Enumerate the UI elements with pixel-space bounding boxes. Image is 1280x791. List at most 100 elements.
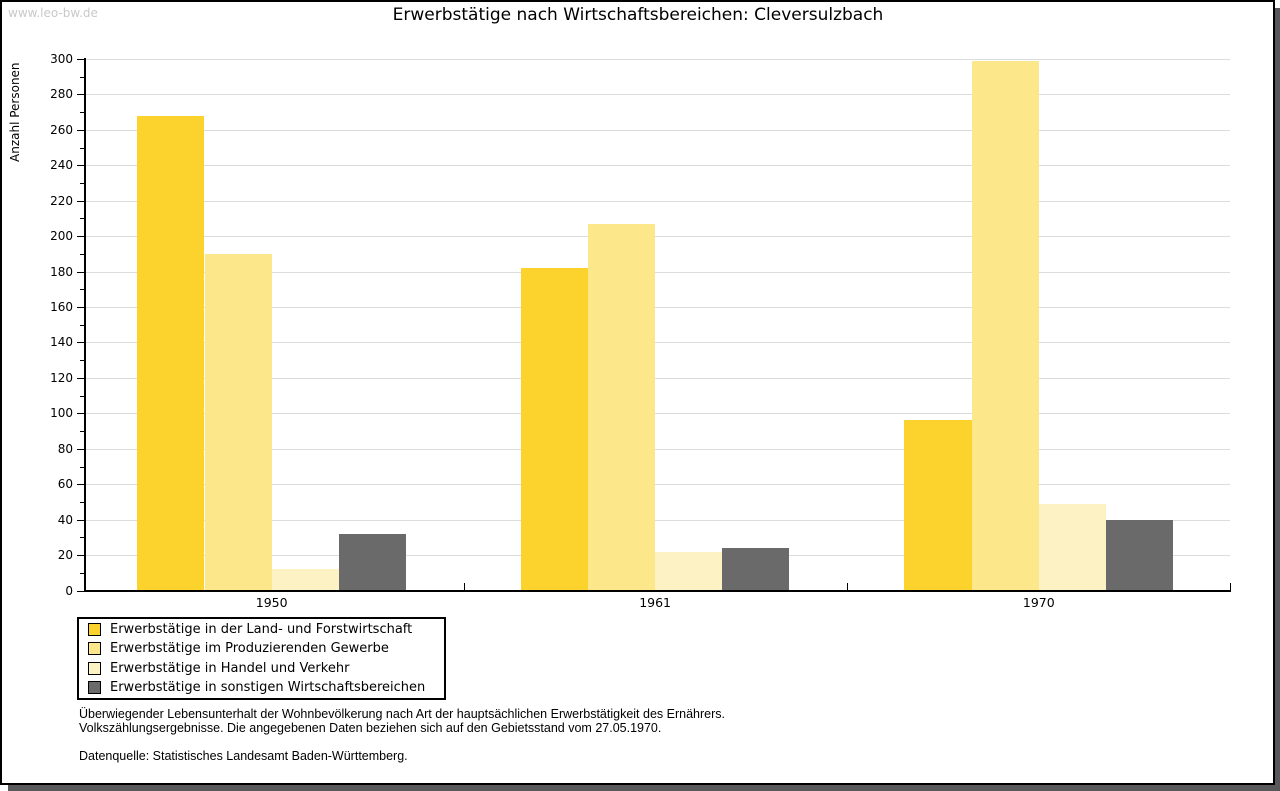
- y-axis-major-tick: [77, 307, 84, 308]
- y-axis-minor-tick: [80, 147, 84, 149]
- y-axis-minor-tick: [80, 218, 84, 220]
- gridline: [85, 165, 1230, 167]
- y-axis-major-tick: [77, 555, 84, 557]
- x-axis-category-label: 1950: [255, 595, 288, 610]
- x-axis-line: [84, 589, 1231, 592]
- bar: [1038, 503, 1106, 591]
- y-axis-major-tick: [77, 484, 84, 486]
- legend-row: Erwerbstätige in der Land- und Forstwirt…: [79, 620, 444, 639]
- gridline: [85, 307, 1230, 308]
- bar: [520, 268, 588, 591]
- y-axis-major-tick: [77, 377, 84, 379]
- gridline: [85, 448, 1230, 450]
- y-axis-minor-tick: [80, 324, 84, 326]
- bar: [722, 548, 790, 591]
- legend-row: Erwerbstätige in sonstigen Wirtschaftsbe…: [79, 678, 444, 697]
- y-axis-minor-tick: [80, 360, 84, 362]
- x-axis-tick: [1229, 583, 1231, 590]
- y-axis-major-tick: [77, 413, 84, 415]
- y-axis-title: Anzahl Personen: [8, 62, 22, 162]
- y-axis-tick-label: 120: [50, 370, 73, 385]
- y-axis-tick-label: 220: [50, 193, 73, 208]
- legend-swatch: [88, 642, 101, 656]
- bar: [587, 223, 656, 591]
- legend-row: Erwerbstätige im Produzierenden Gewerbe: [79, 639, 444, 658]
- gridline: [85, 484, 1230, 486]
- y-axis-tick-label: 180: [50, 264, 73, 279]
- gridline: [85, 342, 1230, 344]
- y-axis-major-tick: [77, 94, 84, 96]
- y-axis-major-tick: [77, 590, 84, 592]
- y-axis-tick-label: 200: [50, 229, 73, 244]
- gridline: [85, 271, 1230, 273]
- y-axis-major-tick: [77, 236, 84, 238]
- y-axis-minor-tick: [80, 431, 84, 432]
- data-source: Datenquelle: Statistisches Landesamt Bad…: [79, 749, 408, 763]
- y-axis-major-tick: [77, 200, 84, 202]
- y-axis-minor-tick: [80, 572, 84, 574]
- y-axis-minor-tick: [80, 289, 84, 291]
- y-axis-tick-label: 80: [57, 441, 73, 456]
- y-axis-minor-tick: [80, 466, 84, 468]
- legend: Erwerbstätige in der Land- und Forstwirt…: [77, 617, 446, 700]
- y-axis-minor-tick: [80, 501, 84, 503]
- y-axis-minor-tick: [80, 112, 84, 114]
- legend-label: Erwerbstätige im Produzierenden Gewerbe: [110, 641, 389, 657]
- y-axis-major-tick: [77, 58, 84, 60]
- bar: [271, 569, 339, 591]
- y-axis-major-tick: [77, 271, 84, 273]
- y-axis-tick-label: 100: [50, 406, 73, 421]
- y-axis-minor-tick: [80, 253, 84, 255]
- y-axis-major-tick: [77, 129, 84, 131]
- watermark-link: www.leo-bw.de: [8, 6, 98, 20]
- y-axis-tick-label: 240: [50, 158, 73, 173]
- x-axis-tick: [847, 583, 848, 590]
- footnote-line-1: Überwiegender Lebensunterhalt der Wohnbe…: [79, 707, 725, 721]
- bar: [1106, 519, 1174, 591]
- y-axis-tick-label: 140: [50, 335, 73, 350]
- gridline: [85, 94, 1230, 96]
- bar: [137, 115, 205, 591]
- bar: [338, 533, 407, 591]
- legend-swatch: [88, 661, 101, 675]
- y-axis-major-tick: [77, 448, 84, 450]
- bar: [655, 551, 723, 591]
- x-axis-tick: [463, 583, 465, 590]
- gridline: [85, 129, 1230, 131]
- drop-shadow-right: [1275, 8, 1280, 791]
- y-axis-tick-label: 160: [50, 300, 73, 314]
- legend-label: Erwerbstätige in Handel und Verkehr: [110, 660, 350, 676]
- x-axis-category-label: 1970: [1022, 595, 1055, 610]
- y-axis-tick-label: 0: [65, 583, 73, 598]
- footnote-line-2: Volkszählungsergebnisse. Die angegebenen…: [79, 720, 662, 735]
- y-axis-minor-tick: [80, 182, 84, 184]
- legend-label: Erwerbstätige in der Land- und Forstwirt…: [110, 622, 413, 638]
- y-axis-major-tick: [77, 165, 84, 167]
- legend-swatch: [88, 680, 101, 694]
- bar: [204, 253, 272, 591]
- gridline: [85, 200, 1230, 202]
- y-axis-tick-label: 40: [57, 512, 73, 527]
- y-axis-line: [84, 57, 86, 592]
- gridline: [85, 236, 1230, 238]
- y-axis-major-tick: [77, 342, 84, 344]
- drop-shadow-bottom: [8, 785, 1280, 791]
- x-axis-category-label: 1961: [639, 595, 671, 610]
- y-axis-minor-tick: [80, 395, 84, 397]
- y-axis-tick-label: 60: [57, 477, 73, 492]
- y-axis-tick-label: 300: [50, 51, 73, 66]
- legend-row: Erwerbstätige in Handel und Verkehr: [79, 659, 444, 678]
- legend-label: Erwerbstätige in sonstigen Wirtschaftsbe…: [110, 679, 426, 695]
- gridline: [85, 413, 1230, 415]
- footnote: Überwiegender Lebensunterhalt der Wohnbe…: [79, 707, 725, 735]
- y-axis-minor-tick: [80, 537, 84, 539]
- bar: [904, 420, 972, 591]
- gridline: [85, 519, 1230, 521]
- bar: [971, 60, 1039, 591]
- y-axis-tick-label: 280: [50, 87, 73, 102]
- gridline: [85, 58, 1230, 60]
- legend-swatch: [88, 623, 101, 637]
- y-axis-tick-label: 260: [50, 122, 73, 137]
